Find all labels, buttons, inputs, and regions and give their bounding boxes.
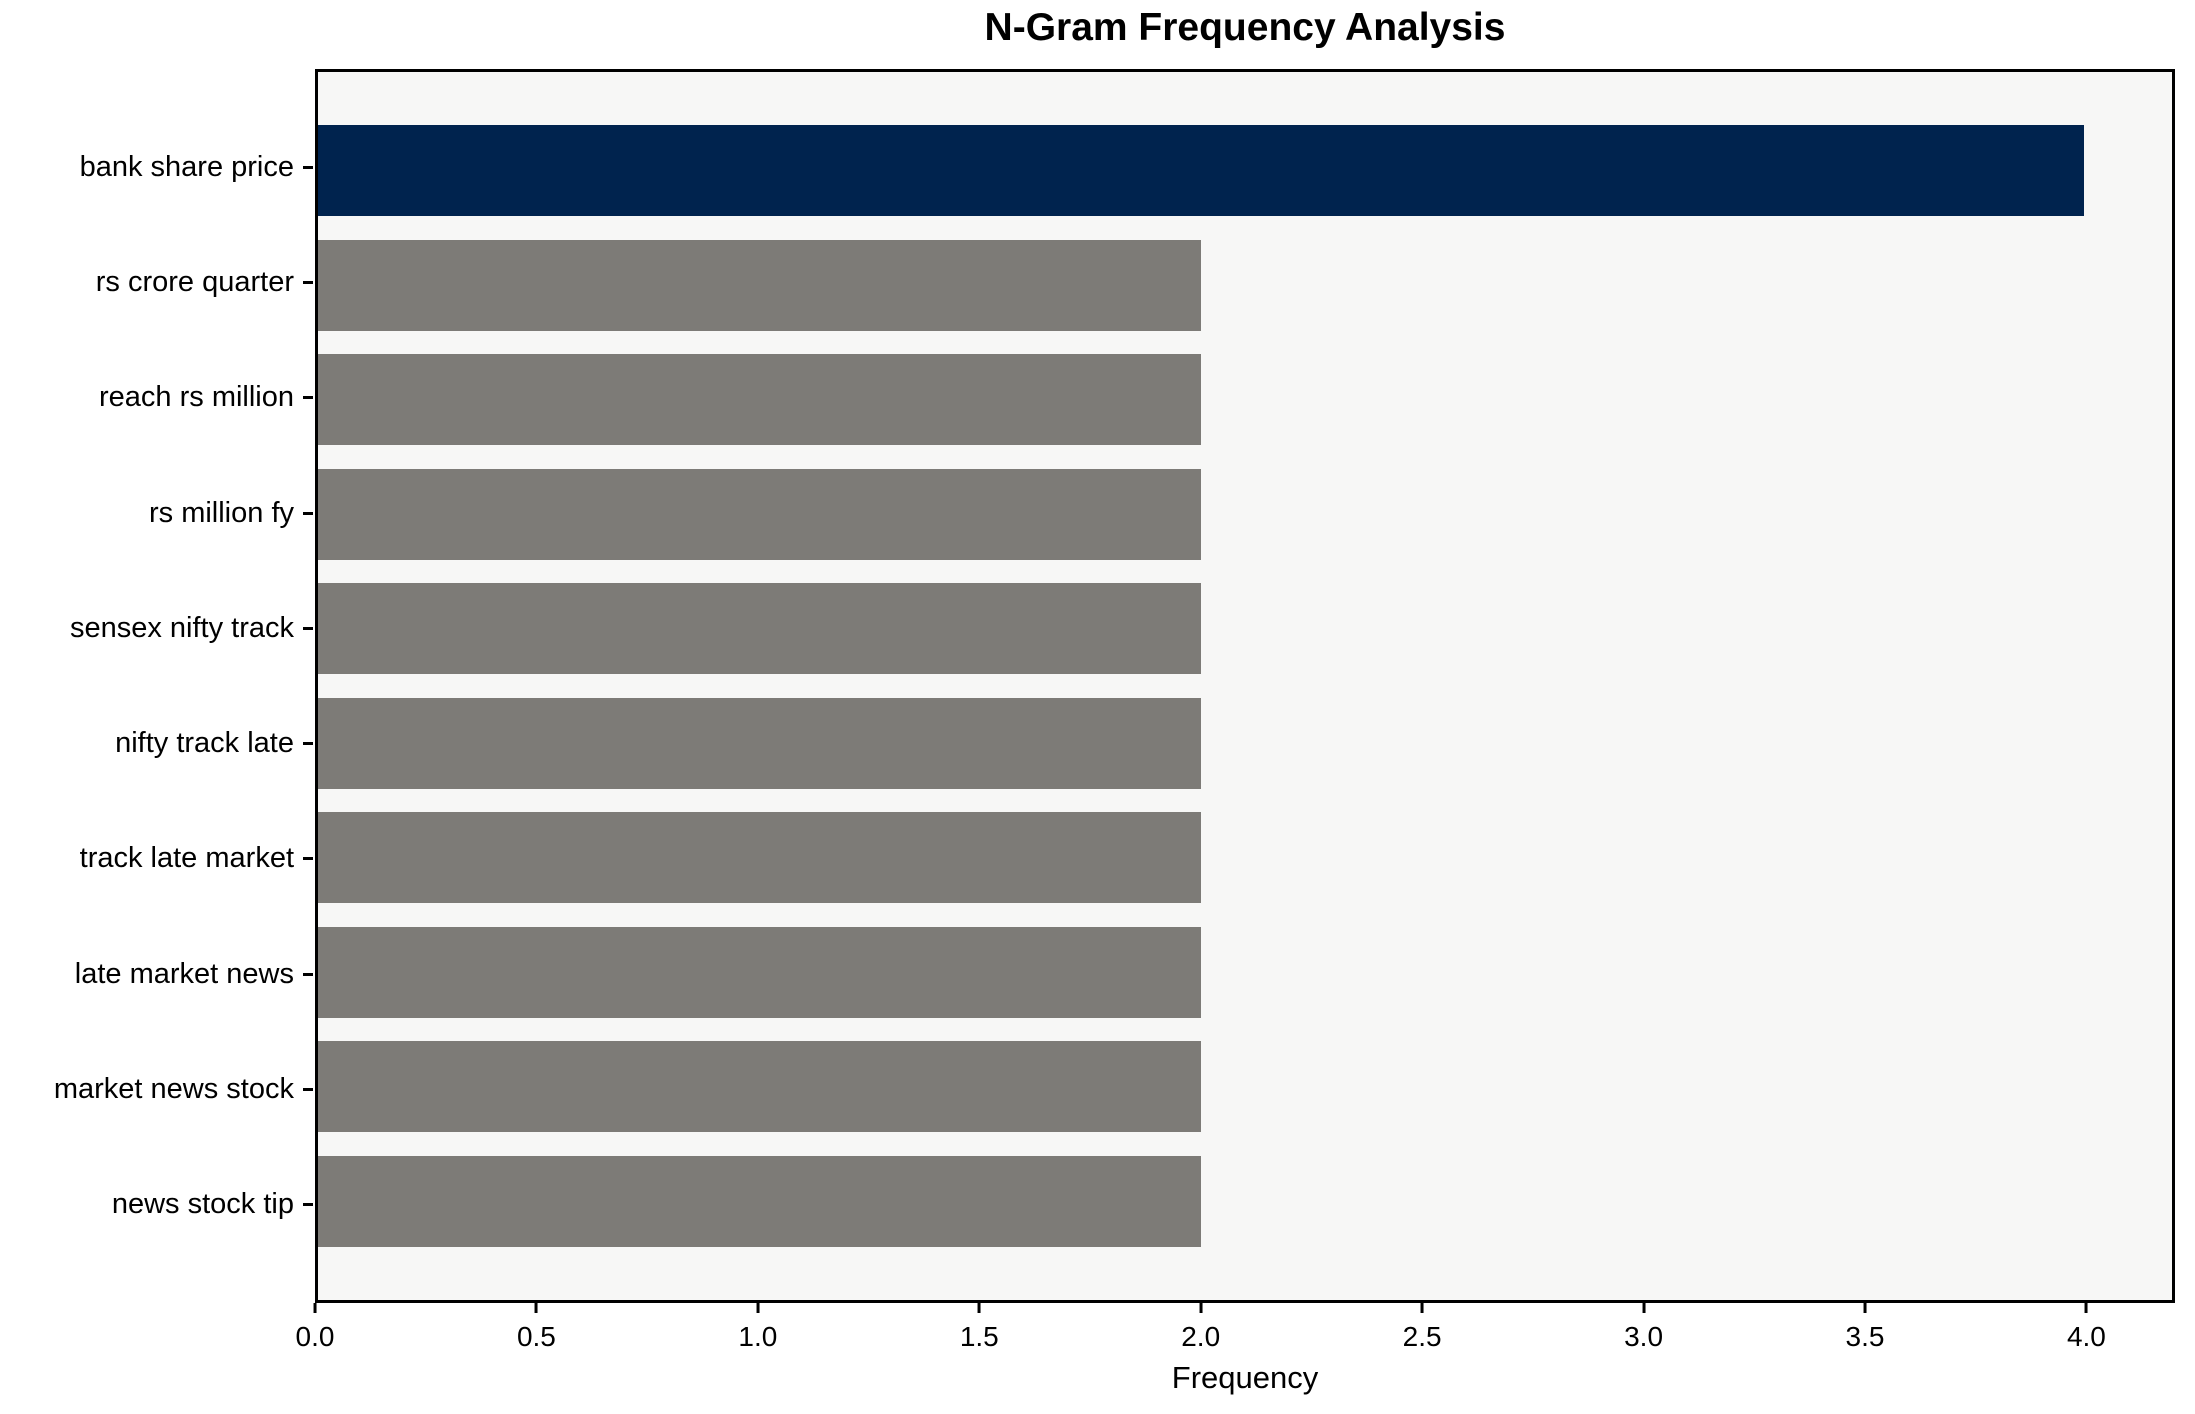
plot-area xyxy=(315,69,2175,1303)
bar-row xyxy=(318,812,2172,904)
y-tick-mark xyxy=(303,972,313,976)
x-tick-label: 1.5 xyxy=(959,1321,999,1352)
x-tick-mark xyxy=(1642,1303,1646,1313)
bar-row xyxy=(318,1155,2172,1247)
y-tick-row: reach rs million xyxy=(0,352,313,443)
chart-title: N-Gram Frequency Analysis xyxy=(984,6,1506,49)
bar-rs-million-fy xyxy=(318,468,1201,560)
bar-row xyxy=(318,1041,2172,1133)
y-tick-label: rs million fy xyxy=(148,496,294,529)
x-tick: 4.0 xyxy=(2067,1303,2106,1353)
x-tick: 2.5 xyxy=(1403,1303,1442,1353)
x-tick-mark xyxy=(1199,1303,1203,1313)
y-axis: bank share price rs crore quarter reach rs… xyxy=(0,69,313,1303)
y-tick-label: bank share price xyxy=(79,151,294,183)
x-tick: 0.5 xyxy=(517,1303,556,1353)
x-tick: 1.0 xyxy=(738,1303,777,1353)
x-tick-mark xyxy=(756,1303,760,1313)
bar-market-news-stock xyxy=(318,1041,1201,1133)
x-tick-mark xyxy=(2084,1303,2088,1313)
y-tick-label: late market news xyxy=(74,957,294,990)
bar-row xyxy=(318,468,2172,560)
y-tick-mark xyxy=(303,742,313,746)
y-tick-label: nifty track late xyxy=(115,727,294,760)
x-tick-label: 3.0 xyxy=(1624,1321,1664,1352)
y-tick-row: rs crore quarter xyxy=(0,237,313,328)
y-tick-mark xyxy=(303,857,313,861)
x-axis-label: Frequency xyxy=(1171,1360,1319,1395)
x-tick-mark xyxy=(313,1303,317,1313)
bar-rs-crore-quarter xyxy=(318,239,1201,331)
y-tick-mark xyxy=(303,281,313,285)
x-tick-label: 4.0 xyxy=(2066,1321,2106,1352)
y-tick-mark xyxy=(303,626,313,630)
x-tick: 3.5 xyxy=(1845,1303,1885,1353)
x-tick-label: 0.0 xyxy=(295,1321,335,1352)
x-tick-mark xyxy=(977,1303,981,1313)
y-tick-row: nifty track late xyxy=(0,698,313,789)
y-tick-row: news stock tip xyxy=(0,1159,313,1250)
bar-row xyxy=(318,583,2172,675)
bar-nifty-track-late xyxy=(318,697,1201,789)
x-tick-label: 2.0 xyxy=(1181,1321,1221,1352)
x-tick-label: 3.5 xyxy=(1845,1321,1885,1352)
y-tick-mark xyxy=(303,1087,313,1091)
y-tick-mark xyxy=(303,511,313,515)
bar-late-market-news xyxy=(318,926,1201,1018)
y-tick-label: sensex nifty track xyxy=(69,611,294,644)
y-tick-label: market news stock xyxy=(53,1072,294,1105)
x-tick-mark xyxy=(534,1303,538,1313)
y-tick-row: market news stock xyxy=(0,1044,313,1135)
bar-row xyxy=(318,926,2172,1018)
bar-sensex-nifty-track xyxy=(318,583,1201,675)
bar-row xyxy=(318,125,2172,216)
x-tick-label: 1.0 xyxy=(738,1321,778,1352)
y-tick-row: track late market xyxy=(0,813,313,904)
bar-news-stock-tip xyxy=(318,1155,1201,1247)
x-tick-label: 2.5 xyxy=(1402,1321,1442,1352)
bar-bank-share-price xyxy=(318,125,2084,216)
x-tick-mark xyxy=(1420,1303,1424,1313)
x-tick-label: 0.5 xyxy=(516,1321,556,1352)
bar-reach-rs-million xyxy=(318,354,1201,446)
y-tick-row: late market news xyxy=(0,929,313,1020)
y-tick-mark xyxy=(303,1202,313,1206)
x-axis: 0.0 0.5 1.0 1.5 2.0 2.5 3.0 3.5 4.0 xyxy=(296,1303,2175,1363)
y-tick-mark xyxy=(303,396,313,400)
x-tick: 0.0 xyxy=(295,1303,335,1353)
bar-row xyxy=(318,239,2172,331)
y-tick-row: sensex nifty track xyxy=(0,583,313,674)
bar-row xyxy=(318,354,2172,446)
y-tick-row: rs million fy xyxy=(0,468,313,559)
y-tick-mark xyxy=(303,166,313,169)
y-tick-label: news stock tip xyxy=(111,1187,294,1220)
y-tick-label: track late market xyxy=(79,842,294,875)
bar-row xyxy=(318,697,2172,789)
x-tick: 3.0 xyxy=(1624,1303,1663,1353)
bar-track-late-market xyxy=(318,812,1201,904)
y-tick-label: reach rs million xyxy=(99,381,294,414)
y-tick-label: rs crore quarter xyxy=(95,266,294,299)
x-tick: 2.0 xyxy=(1181,1303,1220,1353)
x-tick-mark xyxy=(1863,1303,1867,1313)
x-tick: 1.5 xyxy=(960,1303,999,1353)
y-tick-row: bank share price xyxy=(0,122,313,213)
